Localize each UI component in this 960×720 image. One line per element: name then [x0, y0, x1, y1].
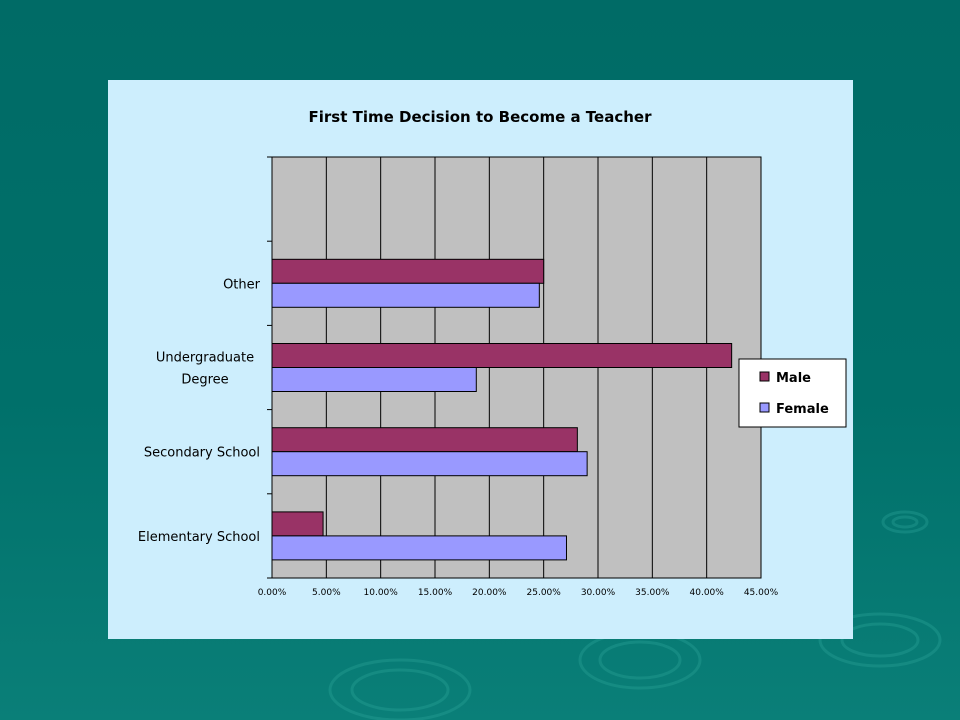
x-tick-label: 5.00% — [312, 588, 341, 598]
x-tick-label: 0.00% — [258, 588, 287, 598]
category-label: Secondary School — [144, 446, 260, 461]
bar-chart: First Time Decision to Become a Teacher … — [138, 108, 847, 598]
legend-swatch-male — [759, 371, 770, 382]
legend-label-male: Male — [776, 371, 811, 386]
legend-box — [738, 358, 847, 428]
x-tick-label: 15.00% — [418, 588, 453, 598]
x-tick-label: 25.00% — [527, 588, 562, 598]
category-label: Degree — [181, 373, 228, 388]
chart-title: First Time Decision to Become a Teacher — [309, 108, 653, 126]
bar-female — [271, 367, 477, 392]
bar-female — [271, 451, 588, 477]
legend: Male Female — [738, 358, 847, 428]
x-tick-labels: 0.00% 5.00% 10.00% 15.00% 20.00% 25.00% 30.00%… — [258, 588, 779, 598]
x-tick-label: 20.00% — [472, 588, 507, 598]
chart-panel: First Time Decision to Become a Teacher … — [108, 80, 853, 639]
bar-male — [271, 258, 545, 284]
x-tick-label: 40.00% — [690, 588, 725, 598]
legend-swatch-female — [759, 402, 770, 413]
x-tick-label: 10.00% — [364, 588, 399, 598]
category-label: Undergraduate — [156, 351, 254, 366]
bar-female — [271, 282, 540, 308]
category-label: Other — [223, 277, 261, 292]
bars — [271, 258, 733, 561]
axes — [267, 156, 761, 579]
bar-female — [271, 535, 567, 561]
bar-male — [271, 427, 578, 453]
bar-male — [271, 343, 733, 368]
x-tick-label: 30.00% — [581, 588, 616, 598]
legend-label-female: Female — [776, 402, 829, 417]
x-tick-label: 35.00% — [635, 588, 670, 598]
bar-male — [271, 511, 324, 537]
category-labels: Elementary School Secondary School Undergr… — [138, 277, 261, 545]
category-label: Elementary School — [138, 530, 260, 545]
x-tick-label: 45.00% — [744, 588, 779, 598]
